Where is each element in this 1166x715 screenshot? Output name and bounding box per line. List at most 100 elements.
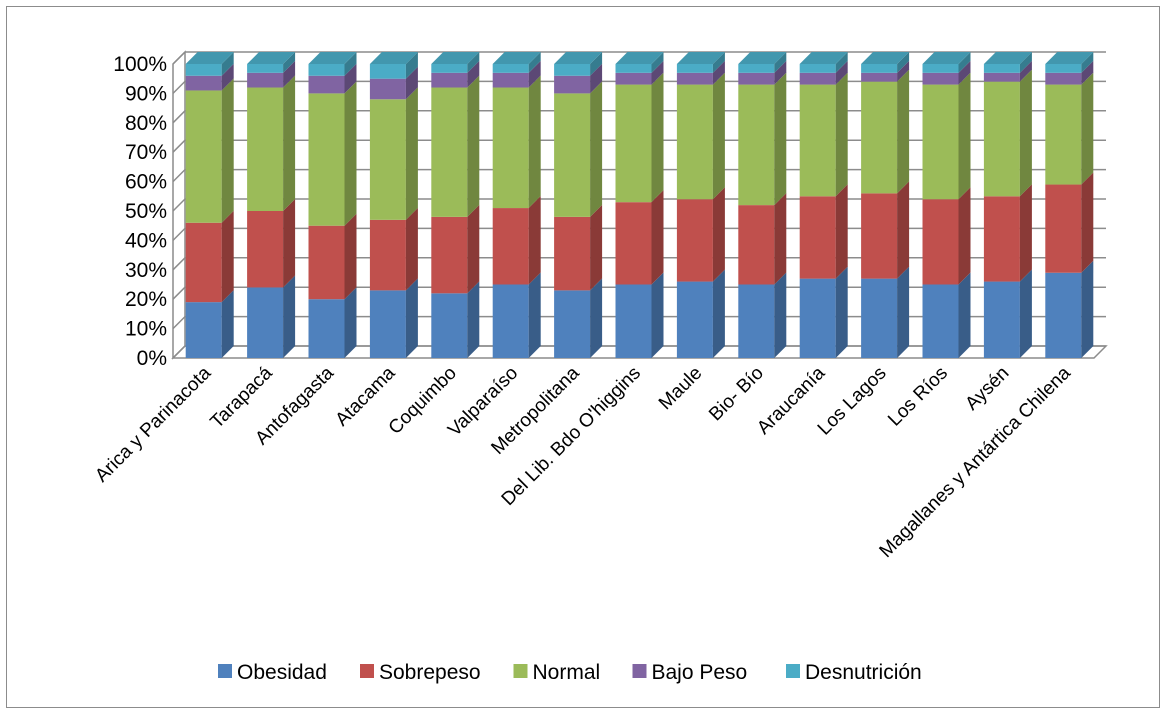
bar-segment <box>799 60 848 85</box>
y-axis: 0% 10% 20% 30% 40% 50% 60% 70% 80% 90% 100% <box>113 53 167 370</box>
bar-segment <box>1045 72 1094 185</box>
bar-face <box>676 64 713 73</box>
bar-segment <box>185 210 234 303</box>
bar-segment <box>738 52 787 73</box>
bar-segment <box>676 187 725 282</box>
bar-face <box>799 64 836 73</box>
bar-side <box>897 52 910 73</box>
bar-segment <box>738 60 787 85</box>
bar-side <box>590 63 603 94</box>
bar-face <box>861 193 898 279</box>
bar-face <box>308 225 345 300</box>
y-tick-label: 60% <box>125 171 167 194</box>
bar-segment <box>1045 52 1094 73</box>
bar-segment <box>554 63 603 94</box>
bar-face <box>983 72 1020 82</box>
bar-side <box>590 204 603 291</box>
bar-face <box>676 84 713 200</box>
bar-segment <box>861 181 910 279</box>
x-axis: Arica y ParinacotaTarapacáAntofagastaAta… <box>91 362 1075 562</box>
stacked-bar-chart: 0% 10% 20% 30% 40% 50% 60% 70% 80% 90% 100% Arica … <box>91 50 1108 684</box>
bar-side <box>467 281 480 358</box>
bar-top <box>983 52 1032 64</box>
bar-segment <box>369 52 418 79</box>
bar-face <box>676 281 713 358</box>
bar-side <box>283 52 296 73</box>
bar-segment <box>492 60 541 88</box>
bar-side <box>528 52 541 73</box>
bar-face <box>185 90 222 223</box>
bar-top <box>185 52 234 64</box>
bar-segment <box>799 52 848 73</box>
bar-segment <box>247 52 296 73</box>
legend-item: Desnutrición <box>786 661 922 684</box>
bar-face <box>369 290 406 358</box>
bar-side <box>835 184 848 279</box>
bar-segment <box>738 193 787 285</box>
bar-segment <box>676 52 725 73</box>
bar-top <box>676 52 725 64</box>
bar-face <box>615 72 652 85</box>
bar-segment <box>369 66 418 100</box>
bar-side <box>590 52 603 76</box>
legend-item: Sobrepeso <box>360 661 481 684</box>
bar-face <box>247 87 284 211</box>
bar-side <box>958 272 971 358</box>
bar-segment <box>676 269 725 358</box>
bar-segment <box>369 207 418 291</box>
y-tick-label: 50% <box>125 200 167 223</box>
bar-segment <box>247 199 296 288</box>
bar-segment <box>554 81 603 217</box>
bar-side <box>344 81 357 226</box>
bar-side <box>344 287 357 358</box>
bar-segment <box>554 52 603 76</box>
legend-swatch <box>513 664 528 678</box>
x-tick-label: Los Ríos <box>884 363 952 431</box>
bar-side <box>405 66 418 100</box>
bar-face <box>1045 64 1082 73</box>
bar-segment <box>431 281 480 358</box>
bar-face <box>738 284 775 358</box>
bar-face <box>922 84 959 200</box>
bar-face <box>492 87 529 209</box>
bar-face <box>247 287 284 358</box>
bar-face <box>431 293 468 358</box>
bar-segment <box>431 52 480 73</box>
bar-segment <box>799 72 848 197</box>
bar-segment <box>1045 260 1094 358</box>
bar-face <box>615 84 652 203</box>
bar-top <box>554 52 603 64</box>
bar-segment <box>308 287 357 358</box>
y-tick-label: 10% <box>125 318 167 341</box>
bar-side <box>467 204 480 294</box>
bar-segment <box>615 60 664 85</box>
bar-side <box>221 52 234 76</box>
bar-segment <box>369 87 418 220</box>
bar-top <box>308 52 357 64</box>
bar-segment <box>247 275 296 358</box>
bar-segment <box>922 187 971 285</box>
x-tick-label: Arica y Parinacota <box>91 362 215 486</box>
legend-swatch <box>786 664 800 678</box>
bar-side <box>221 78 234 223</box>
bar-segment <box>738 72 787 206</box>
bar-segment <box>615 72 664 203</box>
legend-swatch <box>360 664 374 678</box>
bar-face <box>983 64 1020 73</box>
bar-face <box>922 64 959 73</box>
bar-face <box>922 284 959 358</box>
legend-swatch <box>218 664 232 678</box>
bar-top <box>615 52 664 64</box>
bar-top <box>922 52 971 64</box>
bar-side <box>283 199 296 288</box>
bar-side <box>651 60 664 85</box>
legend-label: Obesidad <box>237 661 327 684</box>
bar-side <box>283 60 296 88</box>
bar-segment <box>983 60 1032 82</box>
bar-segment <box>615 190 664 285</box>
legend-item: Normal <box>513 661 600 684</box>
bar-face <box>369 78 406 100</box>
bar-face <box>308 93 345 226</box>
bar-side <box>528 60 541 88</box>
legend-swatch <box>632 664 647 678</box>
